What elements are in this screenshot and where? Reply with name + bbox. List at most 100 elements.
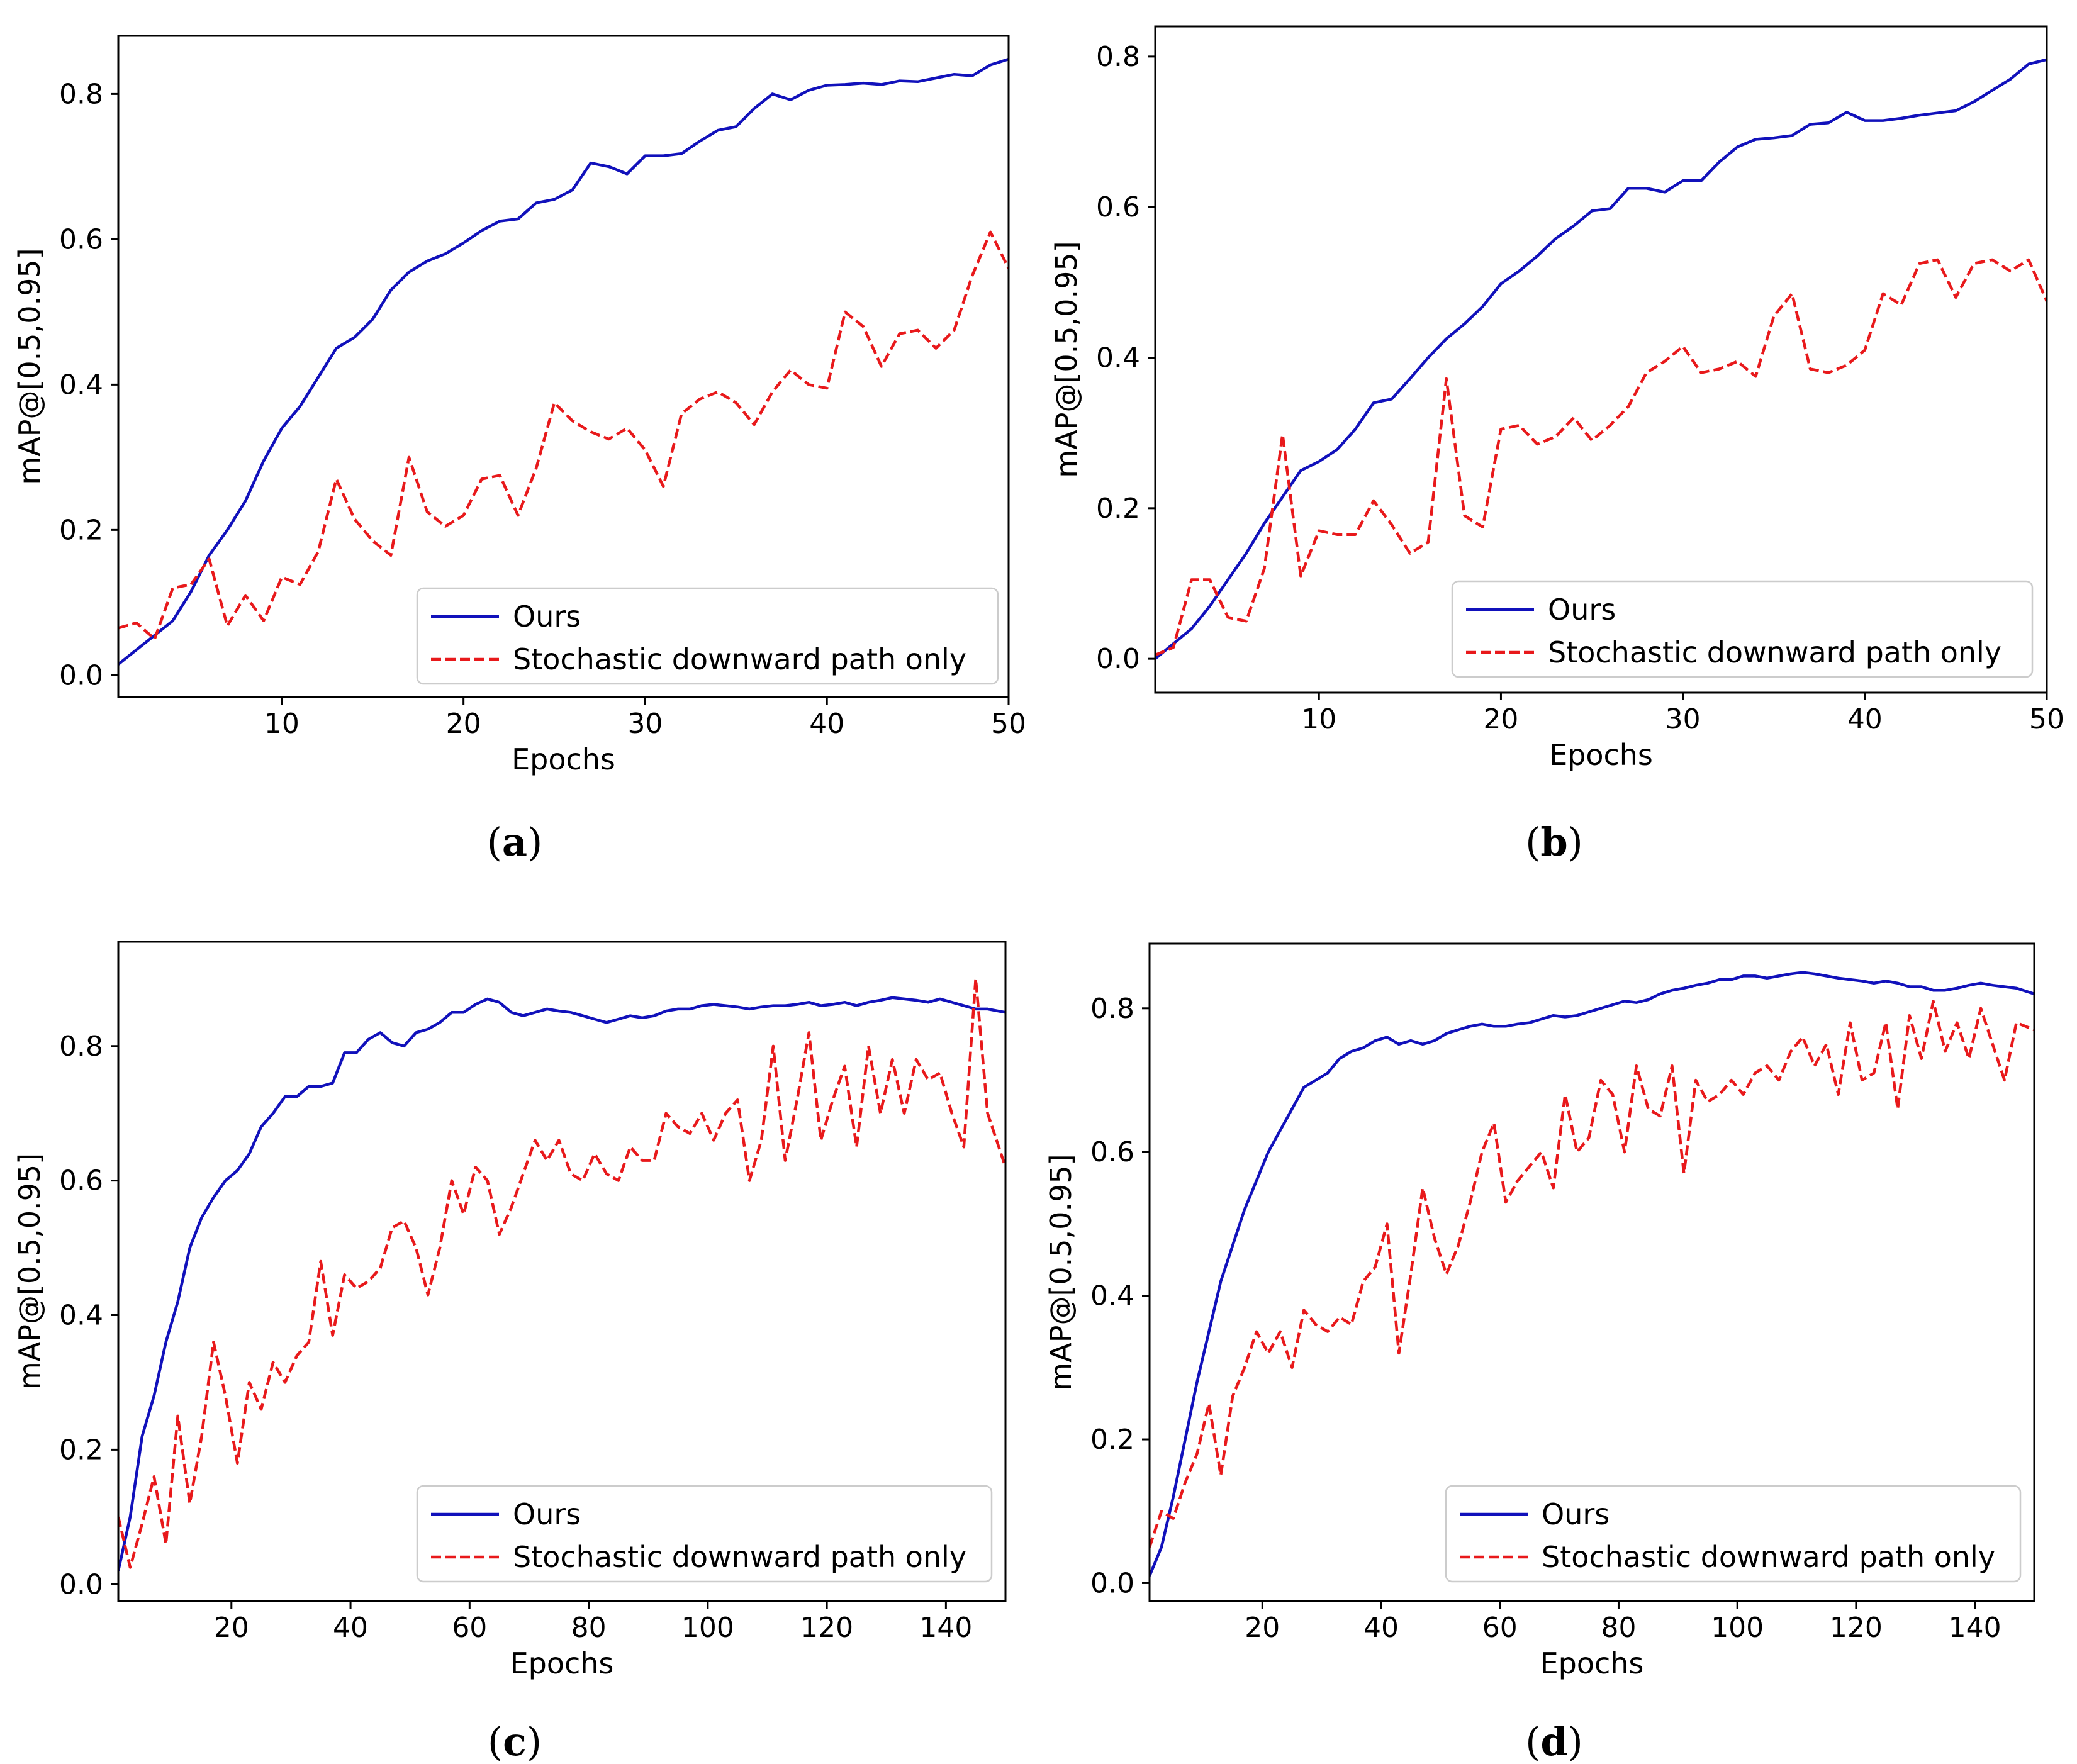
series-line-stochastic [118,977,1005,1569]
x-axis-label: Epochs [512,742,615,776]
legend: Ours Stochastic downward path only [1451,580,2034,678]
x-tick-label: 40 [333,1612,368,1644]
x-tick-label: 40 [809,708,844,740]
y-tick-label: 0.2 [59,1434,103,1466]
y-tick-label: 0.4 [59,1300,103,1332]
chart-panel-b: 10 20 30 40 50 0.0 0.2 0.4 0.6 0.8 Epochs mAP@[0.5,… [1050,25,2064,865]
x-tick-label: 100 [681,1612,734,1644]
y-tick-label: 0.8 [1096,41,1140,73]
x-axis-label: Epochs [510,1646,614,1680]
series-line-ours [118,57,1009,666]
y-axis-label: mAP@[0.5,0.95] [1044,1154,1078,1390]
x-tick-label: 30 [627,708,663,740]
chart-panel-d: 20 40 60 80 100 120 140 0.0 0.2 0.4 0.6 0.8 Epochs mA… [1044,942,2035,1764]
plot-frame [117,35,1010,698]
caption-paren: ( [1525,1719,1540,1764]
series-line-stochastic [118,230,1009,640]
series-line-ours [118,996,1005,1571]
y-tick-label: 0.6 [1096,191,1140,223]
y-tick-label: 0.4 [1090,1280,1134,1312]
x-tick-label: 20 [1483,703,1518,735]
legend-box [416,1485,993,1583]
legend-label: Ours [513,600,581,634]
y-tick-label: 0.6 [59,223,103,255]
y-tick-label: 0.8 [1090,993,1134,1025]
x-tick-label: 20 [214,1612,249,1644]
y-tick-label: 0.2 [1090,1424,1134,1456]
y-tick-label: 0.4 [59,369,103,401]
panel-caption: (a) [487,819,543,865]
y-tick-label: 0.8 [59,78,103,110]
legend-label: Ours [513,1497,581,1531]
y-tick-label: 0.8 [59,1030,103,1063]
caption-paren: ( [488,1719,503,1764]
x-tick-label: 50 [991,708,1026,740]
y-axis-label: mAP@[0.5,0.95] [13,1153,47,1390]
x-tick-label: 140 [1949,1612,2001,1644]
caption-paren: ) [527,1719,542,1764]
x-tick-label: 140 [919,1612,972,1644]
plot-frame [1148,942,2035,1602]
caption-letter: c [503,1719,527,1764]
panel-caption: (b) [1525,819,1583,865]
y-tick-label: 0.0 [59,659,103,691]
caption-paren: ) [527,819,542,865]
x-tick-label: 80 [1601,1612,1636,1644]
series-line-stochastic [1150,1000,2034,1548]
legend-box [416,587,999,685]
x-tick-label: 60 [1482,1612,1518,1644]
series-line-stochastic [1155,258,2047,657]
x-tick-label: 10 [264,708,300,740]
caption-letter: d [1540,1719,1567,1764]
legend-label: Stochastic downward path only [513,1540,966,1574]
y-tick-label: 0.2 [1096,493,1140,525]
plot-frame [1154,25,2048,694]
y-tick-label: 0.0 [59,1568,103,1600]
x-tick-label: 120 [800,1612,853,1644]
x-axis-label: Epochs [1549,738,1653,772]
legend-box [1445,1485,2022,1583]
x-tick-label: 80 [571,1612,607,1644]
y-tick-label: 0.0 [1090,1567,1134,1599]
y-tick-label: 0.6 [1090,1136,1134,1168]
y-axis-label: mAP@[0.5,0.95] [1050,241,1083,477]
y-tick-label: 0.2 [59,514,103,546]
caption-paren: ) [1568,819,1583,865]
caption-paren: ) [1568,1719,1583,1764]
x-tick-label: 120 [1830,1612,1883,1644]
legend-label: Stochastic downward path only [1548,635,2001,669]
legend-label: Ours [1542,1497,1610,1531]
legend: Ours Stochastic downward path only [416,1485,993,1583]
caption-letter: a [502,819,527,865]
panel-caption: (c) [488,1719,542,1764]
series-line-ours [1155,58,2047,660]
x-tick-label: 40 [1363,1612,1399,1644]
x-tick-label: 20 [446,708,481,740]
x-axis-label: Epochs [1540,1646,1644,1680]
caption-paren: ( [1525,819,1540,865]
panel-caption: (d) [1525,1719,1583,1764]
y-tick-label: 0.4 [1096,342,1140,374]
caption-paren: ( [487,819,502,865]
x-tick-label: 60 [452,1612,487,1644]
x-tick-label: 10 [1301,703,1336,735]
y-tick-label: 0.0 [1096,643,1140,675]
legend-label: Ours [1548,593,1616,627]
x-tick-label: 40 [1847,703,1883,735]
plot-frame [117,941,1007,1602]
x-tick-label: 50 [2029,703,2064,735]
y-tick-label: 0.6 [59,1165,103,1197]
chart-panel-a: 10 20 30 40 50 0.0 0.2 0.4 0.6 0.8 Epochs mAP@[0.5,… [13,35,1026,865]
x-tick-label: 30 [1666,703,1701,735]
series-line-ours [1150,971,2034,1577]
legend-label: Stochastic downward path only [1542,1540,1995,1574]
legend-label: Stochastic downward path only [513,642,966,676]
legend-box [1451,580,2034,678]
chart-panel-c: 20 40 60 80 100 120 140 0.0 0.2 0.4 0.6 0.8 Epochs mA… [13,941,1007,1764]
x-tick-label: 100 [1711,1612,1764,1644]
legend: Ours Stochastic downward path only [1445,1485,2022,1583]
legend: Ours Stochastic downward path only [416,587,999,685]
y-axis-label: mAP@[0.5,0.95] [13,248,47,484]
caption-letter: b [1540,819,1567,865]
